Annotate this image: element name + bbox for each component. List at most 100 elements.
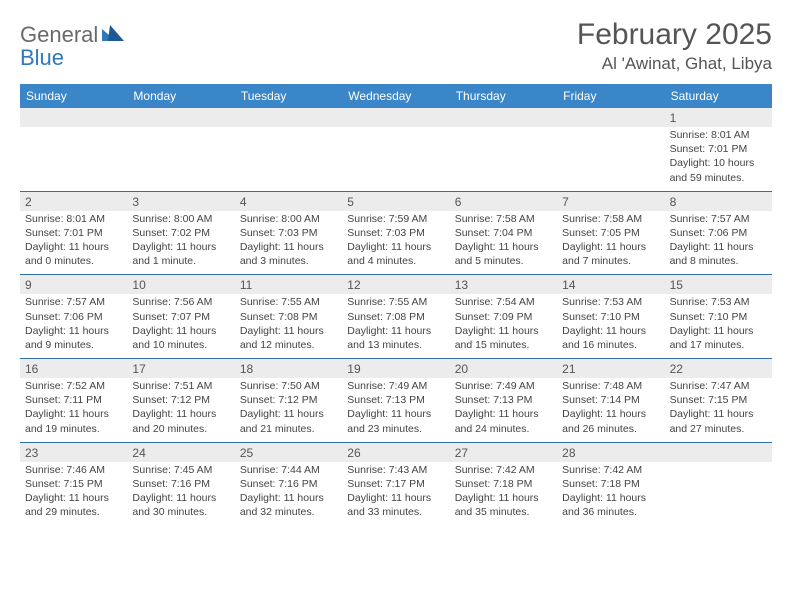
body-row: Sunrise: 7:46 AM Sunset: 7:15 PM Dayligh… [20,462,772,526]
location: Al 'Awinat, Ghat, Libya [577,54,772,74]
day-cell: Sunrise: 7:42 AM Sunset: 7:18 PM Dayligh… [557,462,664,526]
day-number [450,108,557,127]
day-number: 14 [557,275,664,294]
day-cell: Sunrise: 7:51 AM Sunset: 7:12 PM Dayligh… [127,378,234,442]
day-number: 20 [450,359,557,378]
day-number [235,108,342,127]
day-number [20,108,127,127]
day-number [557,108,664,127]
day-number: 24 [127,443,234,462]
day-header: Saturday [665,84,772,108]
day-header: Tuesday [235,84,342,108]
day-cell: Sunrise: 7:53 AM Sunset: 7:10 PM Dayligh… [665,294,772,358]
day-cell [557,127,664,191]
day-number: 12 [342,275,449,294]
day-header: Thursday [450,84,557,108]
day-cell: Sunrise: 7:54 AM Sunset: 7:09 PM Dayligh… [450,294,557,358]
day-cell [450,127,557,191]
day-cell: Sunrise: 7:49 AM Sunset: 7:13 PM Dayligh… [342,378,449,442]
day-number [127,108,234,127]
day-number: 3 [127,192,234,211]
day-cell: Sunrise: 7:57 AM Sunset: 7:06 PM Dayligh… [665,211,772,275]
day-header: Sunday [20,84,127,108]
body-row: Sunrise: 7:52 AM Sunset: 7:11 PM Dayligh… [20,378,772,442]
day-cell: Sunrise: 8:01 AM Sunset: 7:01 PM Dayligh… [665,127,772,191]
day-cell: Sunrise: 7:55 AM Sunset: 7:08 PM Dayligh… [235,294,342,358]
day-cell: Sunrise: 7:43 AM Sunset: 7:17 PM Dayligh… [342,462,449,526]
day-cell [20,127,127,191]
day-cell: Sunrise: 7:50 AM Sunset: 7:12 PM Dayligh… [235,378,342,442]
day-number: 15 [665,275,772,294]
day-cell [235,127,342,191]
day-number: 17 [127,359,234,378]
day-number: 16 [20,359,127,378]
day-number: 23 [20,443,127,462]
day-number: 6 [450,192,557,211]
day-cell: Sunrise: 7:58 AM Sunset: 7:04 PM Dayligh… [450,211,557,275]
day-number: 5 [342,192,449,211]
week-block: 2345678Sunrise: 8:01 AM Sunset: 7:01 PM … [20,192,772,276]
day-number: 28 [557,443,664,462]
day-cell: Sunrise: 7:44 AM Sunset: 7:16 PM Dayligh… [235,462,342,526]
day-number: 4 [235,192,342,211]
day-number: 13 [450,275,557,294]
day-cell: Sunrise: 7:42 AM Sunset: 7:18 PM Dayligh… [450,462,557,526]
day-number: 1 [665,108,772,127]
day-cell: Sunrise: 7:57 AM Sunset: 7:06 PM Dayligh… [20,294,127,358]
day-number: 26 [342,443,449,462]
day-number: 7 [557,192,664,211]
calendar-page: General February 2025 Al 'Awinat, Ghat, … [0,0,792,525]
day-cell: Sunrise: 7:53 AM Sunset: 7:10 PM Dayligh… [557,294,664,358]
day-number [342,108,449,127]
day-cell: Sunrise: 7:49 AM Sunset: 7:13 PM Dayligh… [450,378,557,442]
day-number [665,443,772,462]
day-number: 11 [235,275,342,294]
day-cell [665,462,772,526]
day-number: 10 [127,275,234,294]
body-row: Sunrise: 8:01 AM Sunset: 7:01 PM Dayligh… [20,127,772,191]
logo: General [20,18,128,48]
day-cell: Sunrise: 7:46 AM Sunset: 7:15 PM Dayligh… [20,462,127,526]
week-block: 232425262728Sunrise: 7:46 AM Sunset: 7:1… [20,443,772,526]
header: General February 2025 Al 'Awinat, Ghat, … [20,18,772,74]
day-number: 27 [450,443,557,462]
day-cell: Sunrise: 8:00 AM Sunset: 7:02 PM Dayligh… [127,211,234,275]
logo-word2: Blue [20,45,64,70]
month-title: February 2025 [577,18,772,52]
day-header: Friday [557,84,664,108]
body-row: Sunrise: 7:57 AM Sunset: 7:06 PM Dayligh… [20,294,772,358]
day-cell: Sunrise: 7:48 AM Sunset: 7:14 PM Dayligh… [557,378,664,442]
logo-word2-wrap: Blue [20,45,64,71]
calendar: Sunday Monday Tuesday Wednesday Thursday… [20,84,772,525]
day-cell: Sunrise: 7:59 AM Sunset: 7:03 PM Dayligh… [342,211,449,275]
day-number: 2 [20,192,127,211]
day-cell: Sunrise: 7:58 AM Sunset: 7:05 PM Dayligh… [557,211,664,275]
day-number: 8 [665,192,772,211]
daynum-row: 2345678 [20,192,772,211]
daynum-row: 232425262728 [20,443,772,462]
day-cell: Sunrise: 8:01 AM Sunset: 7:01 PM Dayligh… [20,211,127,275]
week-block: 16171819202122Sunrise: 7:52 AM Sunset: 7… [20,359,772,443]
day-cell: Sunrise: 7:45 AM Sunset: 7:16 PM Dayligh… [127,462,234,526]
day-number: 25 [235,443,342,462]
day-number: 9 [20,275,127,294]
day-cell: Sunrise: 7:52 AM Sunset: 7:11 PM Dayligh… [20,378,127,442]
logo-triangle-icon [102,25,124,46]
day-cell: Sunrise: 7:47 AM Sunset: 7:15 PM Dayligh… [665,378,772,442]
week-block: 1Sunrise: 8:01 AM Sunset: 7:01 PM Daylig… [20,108,772,192]
day-header-row: Sunday Monday Tuesday Wednesday Thursday… [20,84,772,108]
weeks-container: 1Sunrise: 8:01 AM Sunset: 7:01 PM Daylig… [20,108,772,525]
daynum-row: 16171819202122 [20,359,772,378]
title-block: February 2025 Al 'Awinat, Ghat, Libya [577,18,772,74]
day-cell: Sunrise: 8:00 AM Sunset: 7:03 PM Dayligh… [235,211,342,275]
week-block: 9101112131415Sunrise: 7:57 AM Sunset: 7:… [20,275,772,359]
body-row: Sunrise: 8:01 AM Sunset: 7:01 PM Dayligh… [20,211,772,275]
day-header: Monday [127,84,234,108]
day-number: 18 [235,359,342,378]
day-cell [127,127,234,191]
day-cell [342,127,449,191]
daynum-row: 9101112131415 [20,275,772,294]
day-header: Wednesday [342,84,449,108]
day-number: 19 [342,359,449,378]
day-number: 21 [557,359,664,378]
